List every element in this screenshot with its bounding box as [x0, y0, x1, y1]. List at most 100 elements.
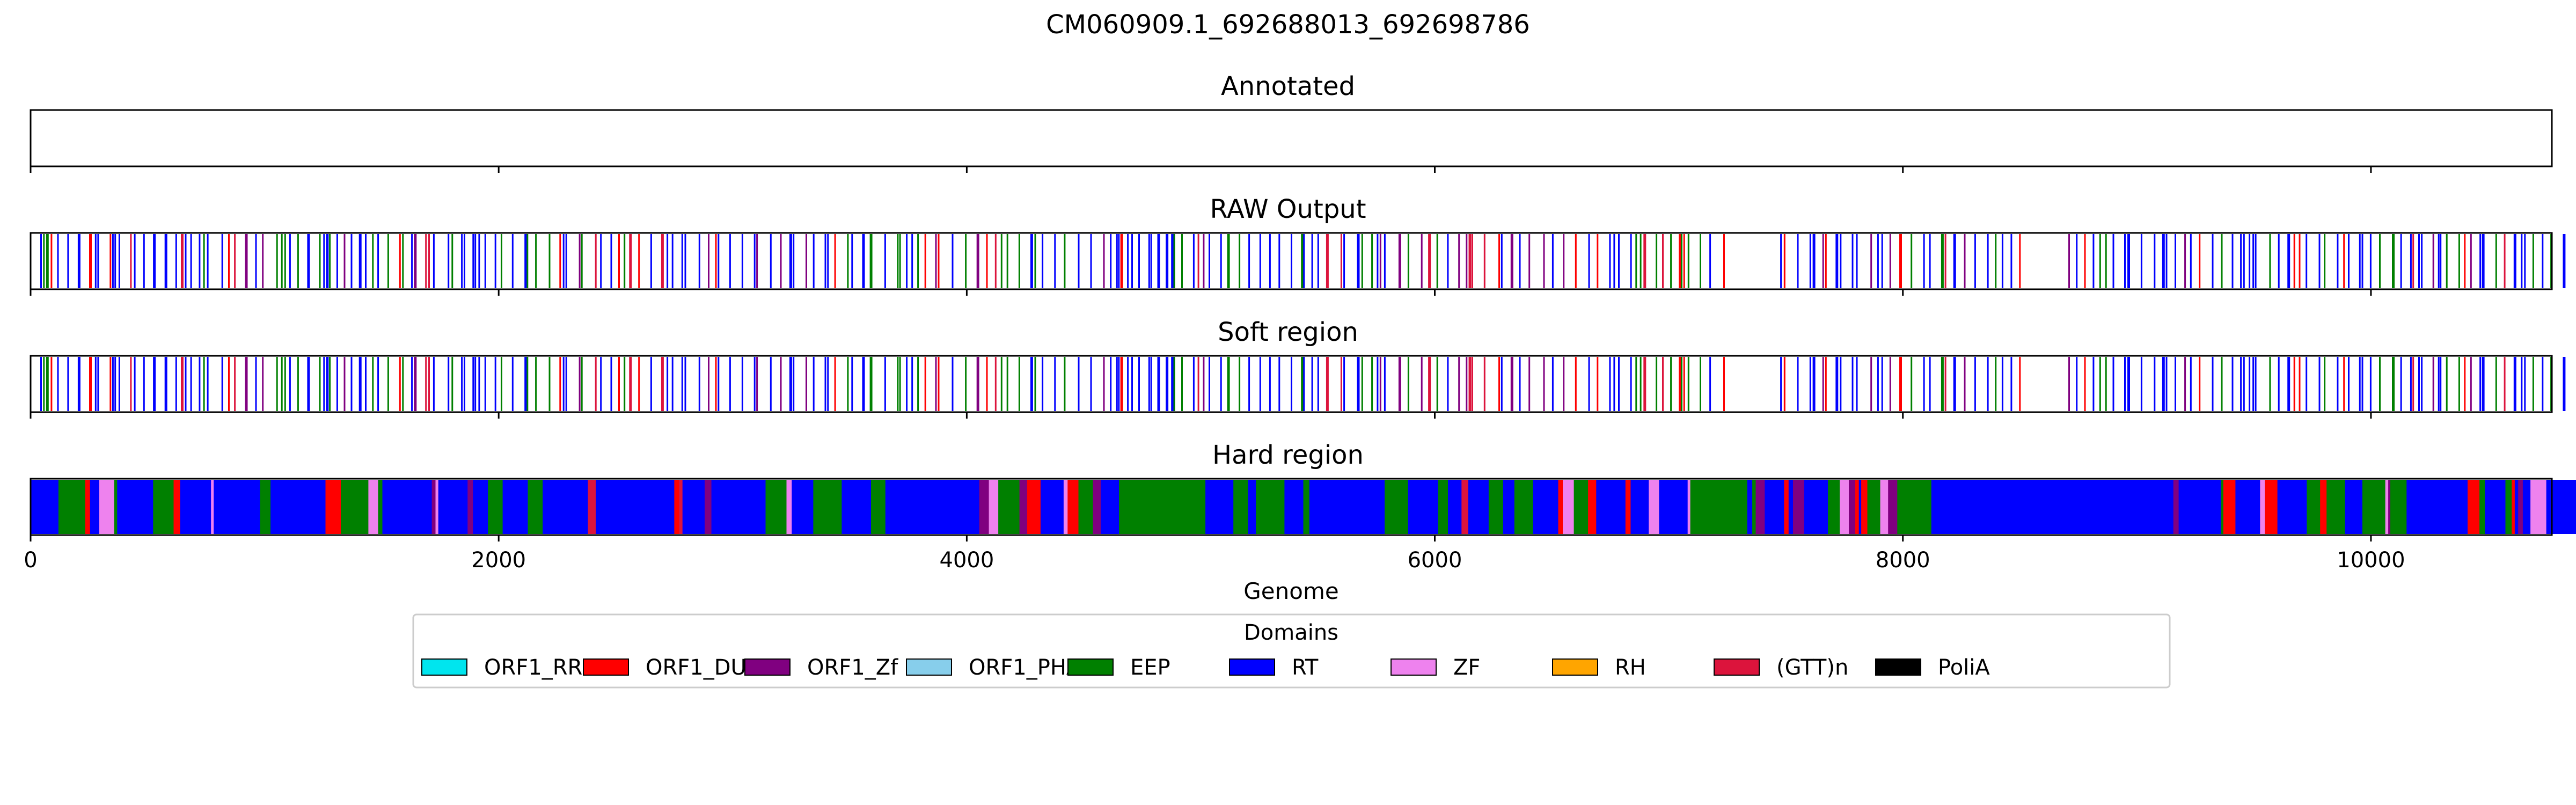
domain-mark [1317, 357, 1319, 411]
domain-mark [667, 234, 669, 288]
domain-mark [2432, 357, 2434, 411]
domain-mark [1923, 234, 1925, 288]
domain-mark [2306, 234, 2308, 288]
domain-block [153, 480, 174, 534]
domain-mark [114, 234, 116, 288]
domain-mark [2010, 357, 2012, 411]
domain-mark [2127, 357, 2130, 411]
domain-mark [1436, 234, 1438, 288]
domain-block [1861, 480, 1868, 534]
panel-raw-output: RAW Output [30, 194, 2566, 296]
domain-mark [1192, 357, 1195, 411]
domain-mark [526, 357, 529, 411]
domain-mark [2231, 234, 2234, 288]
domain-mark [2221, 234, 2223, 288]
domain-mark [40, 357, 42, 411]
domain-block [230, 480, 261, 534]
domain-mark [1501, 234, 1503, 288]
domain-mark [2479, 234, 2482, 288]
domain-mark [1064, 234, 1066, 288]
domain-mark [153, 357, 156, 411]
domain-mark [307, 357, 310, 411]
domain-mark [1301, 234, 1304, 288]
domain-mark [276, 357, 278, 411]
domain-mark [638, 357, 640, 411]
domain-mark [1681, 357, 1682, 411]
domain-mark [976, 357, 979, 411]
domain-block [989, 480, 999, 534]
domain-mark [118, 234, 120, 288]
domain-block [1828, 480, 1840, 534]
legend-label: ORF1_PHA [969, 655, 1081, 680]
legend-title: Domains [1244, 620, 1338, 645]
domain-mark [924, 357, 926, 411]
domain-mark [917, 357, 919, 411]
domain-mark [834, 357, 836, 411]
domain-mark [134, 357, 136, 411]
domain-mark [1851, 234, 1854, 288]
domain-mark [1343, 234, 1345, 288]
domain-block [2178, 480, 2192, 534]
domain-mark [770, 357, 772, 411]
domain-block [405, 480, 433, 534]
domain-mark [1681, 234, 1682, 288]
domain-mark [2105, 234, 2107, 288]
domain-mark [50, 357, 53, 411]
domain-block [1152, 480, 1169, 534]
domain-mark [548, 234, 551, 288]
domain-block [1687, 480, 1691, 534]
domain-block [1503, 480, 1515, 534]
domain-mark [1384, 234, 1386, 288]
domain-mark [2458, 234, 2460, 288]
domain-mark [1357, 234, 1360, 288]
domain-mark [1472, 234, 1473, 288]
domain-mark [428, 357, 430, 411]
domain-mark [581, 234, 583, 288]
domain-block [1752, 480, 1757, 534]
domain-mark [2464, 357, 2466, 411]
domain-block [885, 480, 901, 534]
domain-mark [2563, 234, 2566, 288]
domain-block [1488, 480, 1504, 534]
domain-mark [2482, 234, 2485, 288]
domain-mark [1840, 234, 1842, 288]
domain-mark [2001, 357, 2003, 411]
domain-mark [1812, 234, 1816, 288]
legend: Domains ORF1_RRM ORF1_DUF ORF1_Zf ORF1_PHA E… [412, 613, 2171, 689]
domain-mark [472, 357, 474, 411]
domain-mark [2418, 234, 2420, 288]
domain-block [1385, 480, 1401, 534]
domain-mark [1407, 357, 1409, 411]
domain-mark [1398, 357, 1401, 411]
domain-mark [2542, 357, 2544, 411]
domain-mark [228, 357, 230, 411]
domain-mark [221, 234, 223, 288]
domain-mark [1064, 357, 1066, 411]
domain-mark [2359, 357, 2361, 411]
domain-mark [600, 357, 602, 411]
domain-mark [1407, 234, 1409, 288]
domain-mark [2221, 357, 2223, 411]
domain-mark [343, 357, 346, 411]
domain-block [1724, 480, 1748, 534]
domain-mark [511, 357, 514, 411]
domain-mark [1835, 234, 1839, 288]
domain-mark [524, 234, 528, 288]
domain-block [844, 480, 864, 534]
domain-block [2265, 480, 2278, 534]
x-axis-tick-labels: 0 2000 4000 6000 8000 10000 [24, 548, 2405, 573]
domain-mark [1371, 357, 1373, 411]
domain-mark [1361, 234, 1363, 288]
domain-mark [1248, 357, 1250, 411]
domain-mark [262, 234, 264, 288]
domain-mark [350, 357, 353, 411]
domain-mark [1822, 234, 1824, 288]
domain-mark [1995, 357, 1997, 411]
domain-mark [1357, 357, 1360, 411]
domain-mark [494, 234, 496, 288]
domain-mark [581, 357, 583, 411]
domain-mark [1519, 357, 1521, 411]
domain-mark [372, 357, 374, 411]
domain-mark [1220, 234, 1222, 288]
domain-block [998, 480, 1020, 534]
